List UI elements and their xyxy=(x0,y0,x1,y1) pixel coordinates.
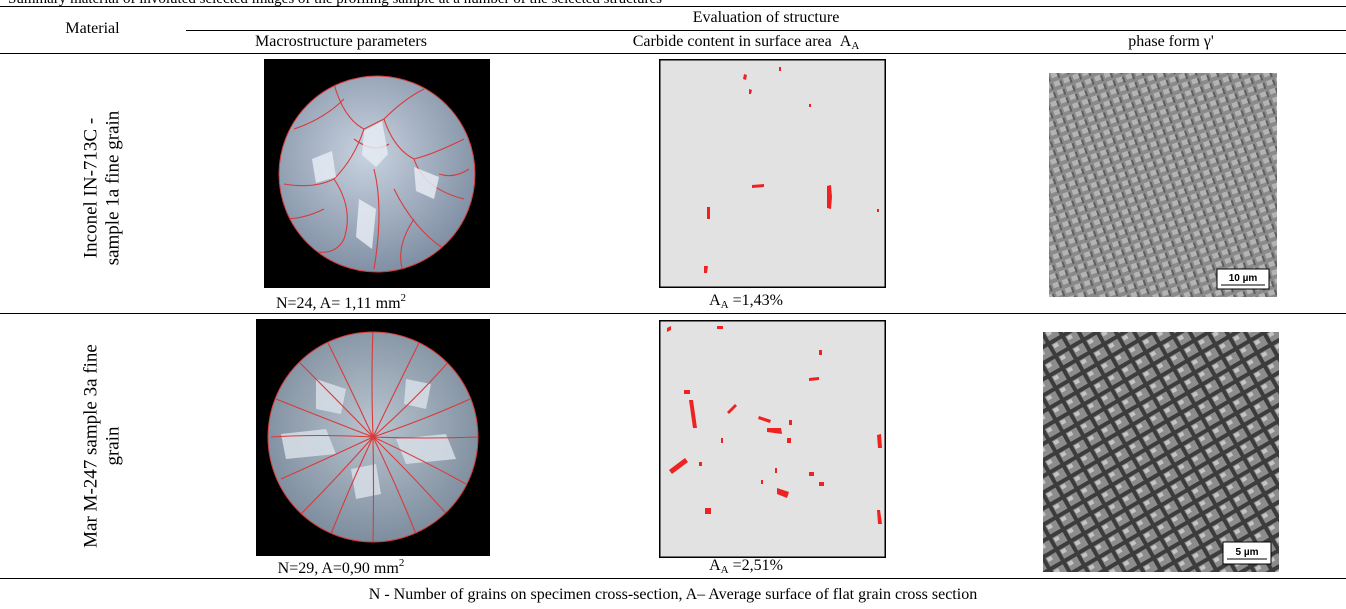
row1-carbide-caption-prefix: A xyxy=(709,292,721,309)
row2-carbide-caption-value: =2,51% xyxy=(728,557,783,574)
row1-macro-caption: N=24, A= 1,11 mm2 xyxy=(186,292,496,313)
row2-carbide-caption: AA =2,51% xyxy=(496,557,996,576)
bottom-rule xyxy=(0,578,1346,579)
header-carbide: Carbide content in surface area AA xyxy=(496,33,996,52)
row-divider-rule xyxy=(0,313,1346,314)
row1-carbide-image xyxy=(659,59,886,288)
row2-material-line2: grain xyxy=(103,426,124,466)
row2-carbide-caption-prefix: A xyxy=(709,557,721,574)
row2-macro-caption-text: N=29, A=0,90 mm xyxy=(277,560,399,577)
row1-carbide-caption-sub: A xyxy=(720,299,729,311)
row1-carbide-caption: AA =1,43% xyxy=(496,292,996,311)
row2-macrostructure-image xyxy=(256,319,490,556)
row1-material-line2: sample 1a fine grain xyxy=(103,110,124,266)
header-macro: Macrostructure parameters xyxy=(255,33,427,50)
header-bottom-rule xyxy=(0,53,1346,54)
row1-macrostructure-image xyxy=(264,59,490,288)
header-carbide-sub: A xyxy=(851,40,860,52)
header-evaluation: Evaluation of structure xyxy=(692,9,840,26)
row1-scale-bar: 10 µm xyxy=(1216,268,1270,290)
row1-macro-caption-sup: 2 xyxy=(400,292,407,304)
row2-scale-bar: 5 µm xyxy=(1222,541,1272,565)
row2-macro-caption-sup: 2 xyxy=(398,557,405,569)
row1-macro-caption-text: N=24, A= 1,11 mm xyxy=(275,295,401,312)
row2-carbide-caption-sub: A xyxy=(720,564,729,576)
header-carbide-label: Carbide content in surface area xyxy=(632,33,832,50)
row2-scale-bar-label: 5 µm xyxy=(1236,547,1259,558)
row2-material-label: Mar M-247 sample 3a fine grain xyxy=(81,331,126,561)
row1-scale-bar-label: 10 µm xyxy=(1229,273,1258,284)
header-phase: phase form γ' xyxy=(1128,33,1214,50)
header-carbide-symbol: A xyxy=(839,33,852,50)
row2-carbide-image xyxy=(659,320,886,558)
row1-material-line1: Inconel IN-713C - xyxy=(80,117,102,259)
row2-phase-image: 5 µm xyxy=(1043,332,1279,572)
header-sub-rule xyxy=(186,30,1346,31)
top-rule xyxy=(0,6,1346,7)
header-material: Material xyxy=(65,20,120,37)
row2-macro-caption: N=29, A=0,90 mm2 xyxy=(186,557,496,578)
table-caption: Summary material of involuted selected i… xyxy=(8,0,1338,8)
row1-carbide-caption-value: =1,43% xyxy=(728,292,783,309)
row2-material-line1: Mar M-247 sample 3a fine xyxy=(80,344,102,548)
row1-material-label: Inconel IN-713C - sample 1a fine grain xyxy=(81,73,126,303)
footnote: N - Number of grains on specimen cross-s… xyxy=(368,586,978,603)
row1-phase-image: 10 µm xyxy=(1049,73,1277,297)
